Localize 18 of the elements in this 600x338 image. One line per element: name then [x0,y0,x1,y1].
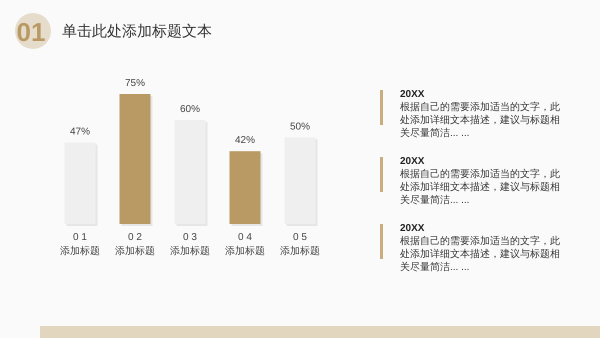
text: 20XX [400,222,426,235]
x-tick-label: 0 4 添加标题 [225,232,265,257]
data-label: 42% [234,135,256,146]
text: 根据自己的需要添加适当的文字，此处添加详细文本描述，建议与标题相关尽量简洁... ... [400,236,560,273]
text: 20XX [400,88,426,101]
data-label: 75% [124,78,146,89]
data-label: 47% [70,126,90,138]
data-label: 60% [180,104,200,115]
data-label: 50% [290,121,310,132]
text: 根据自己的需要添加适当的文字，此处添加详细文本描述，建议与标题相关尽量简洁... ... [400,169,560,206]
text: 20XX [400,155,426,168]
chart-title: 单击此处添加标题文本 [62,23,212,40]
x-tick-label: 0 5 添加标题 [280,232,320,257]
text: 根据自己的需要添加适当的文字，此处添加详细文本描述，建议与标题相关尽量简洁... ... [400,102,560,139]
text: 01 [16,17,46,47]
x-tick-label: 0 3 添加标题 [170,232,210,257]
x-tick-label: 0 1 添加标题 [60,232,100,257]
x-tick-label: 0 2 添加标题 [115,232,155,257]
